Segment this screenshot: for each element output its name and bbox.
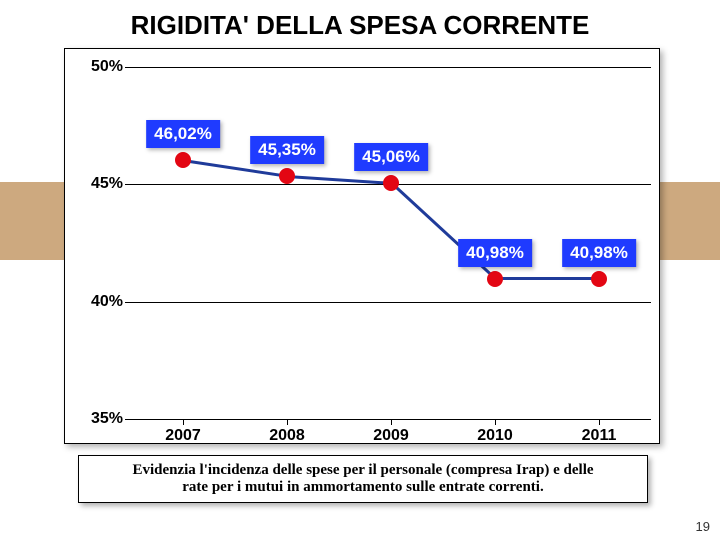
caption-line-1: Evidenzia l'incidenza delle spese per il… <box>89 462 637 479</box>
data-marker <box>175 152 191 168</box>
slide-number: 19 <box>696 519 710 534</box>
line-segment <box>287 175 391 185</box>
y-tick-label: 40% <box>81 293 123 311</box>
x-tick-label: 2008 <box>269 427 305 445</box>
x-tick-label: 2011 <box>582 427 617 445</box>
caption-line-2: rate per i mutui in ammortamento sulle e… <box>89 479 637 496</box>
data-label: 40,98% <box>458 239 532 267</box>
data-marker <box>279 168 295 184</box>
data-marker <box>591 271 607 287</box>
page-title: RIGIDITA' DELLA SPESA CORRENTE <box>0 0 720 41</box>
gridline <box>131 67 651 68</box>
y-tick-label: 35% <box>81 410 123 428</box>
data-label: 45,35% <box>250 136 324 164</box>
data-label: 45,06% <box>354 143 428 171</box>
caption-box: Evidenzia l'incidenza delle spese per il… <box>78 455 648 503</box>
data-label: 46,02% <box>146 120 220 148</box>
x-tick-label: 2007 <box>165 427 201 445</box>
y-tick-label: 45% <box>81 175 123 193</box>
y-tick-label: 50% <box>81 58 123 76</box>
line-segment <box>495 277 599 280</box>
data-marker <box>383 175 399 191</box>
x-tick-label: 2010 <box>477 427 513 445</box>
chart-container: 35% 40% 45% 50% 2007 2008 2009 2010 2011 46,02% 45… <box>64 48 660 444</box>
gridline <box>131 302 651 303</box>
plot-area: 35%40%45%50%2007200820092010201146,02%45… <box>131 67 651 419</box>
data-label: 40,98% <box>562 239 636 267</box>
x-tick-label: 2009 <box>373 427 409 445</box>
data-marker <box>487 271 503 287</box>
